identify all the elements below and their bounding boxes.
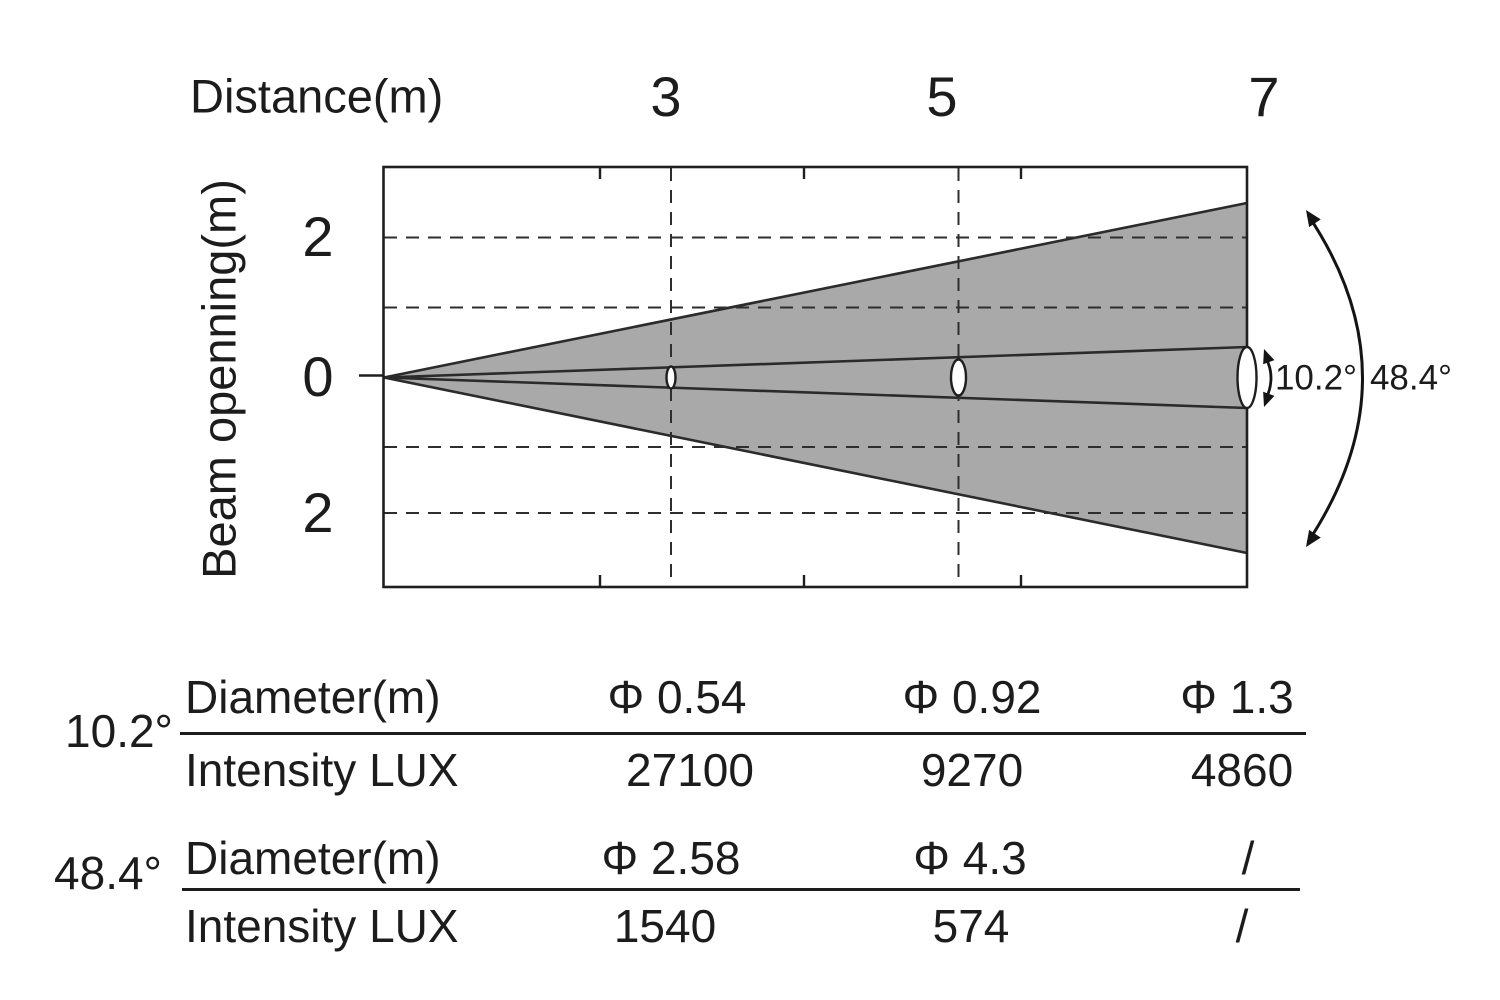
y-tick-plus2: 2	[302, 205, 334, 268]
beam-spot-5m	[949, 358, 968, 397]
table-angle-label-narrow: 10.2°	[65, 705, 173, 757]
intensity-wide-3m: 1540	[613, 900, 717, 952]
diameter-narrow-3m: Φ 0.54	[607, 671, 747, 723]
distance-tick-7: 7	[1248, 65, 1280, 128]
diameter-narrow-7m: Φ 1.3	[1180, 671, 1294, 723]
beam-opening-axis-title: Beam openning(m)	[192, 179, 246, 579]
intensity-narrow-5m: 9270	[920, 744, 1024, 796]
beam-spot-3m	[665, 365, 677, 390]
row-label-intensity-wide: Intensity LUX	[185, 900, 459, 952]
narrow-angle-label: 10.2°	[1274, 358, 1358, 398]
diameter-wide-5m: Φ 4.3	[913, 832, 1027, 884]
y-tick-zero: 0	[302, 345, 334, 408]
distance-tick-3: 3	[650, 65, 682, 128]
wide-angle-label: 48.4°	[1369, 358, 1453, 398]
diameter-wide-3m: Φ 2.58	[601, 832, 741, 884]
axis-ticks	[359, 168, 1023, 586]
beam-spots	[665, 345, 1258, 410]
wide-angle-arc	[1306, 210, 1364, 547]
row-label-diameter-narrow: Diameter(m)	[185, 671, 441, 723]
narrow-beam-cone	[384, 347, 1247, 408]
table-angle-label-wide: 48.4°	[54, 847, 162, 899]
beam-edges	[383, 201, 1248, 555]
intensity-wide-5m: 574	[932, 900, 1010, 952]
beam-spot-7m	[1236, 345, 1258, 410]
row-label-intensity-narrow: Intensity LUX	[185, 744, 459, 796]
narrow-angle-arrow	[1263, 349, 1275, 407]
table-divider-narrow	[180, 732, 1306, 735]
row-label-diameter-wide: Diameter(m)	[185, 832, 441, 884]
y-tick-minus2: 2	[302, 481, 334, 544]
distance-tick-5: 5	[926, 65, 958, 128]
distance-axis-title: Distance(m)	[190, 69, 444, 123]
intensity-narrow-7m: 4860	[1190, 744, 1294, 796]
diameter-narrow-5m: Φ 0.92	[902, 671, 1042, 723]
table-divider-wide	[182, 888, 1300, 891]
intensity-narrow-3m: 27100	[626, 744, 754, 796]
intensity-wide-7m: /	[1235, 900, 1249, 952]
diameter-wide-7m: /	[1241, 832, 1255, 884]
